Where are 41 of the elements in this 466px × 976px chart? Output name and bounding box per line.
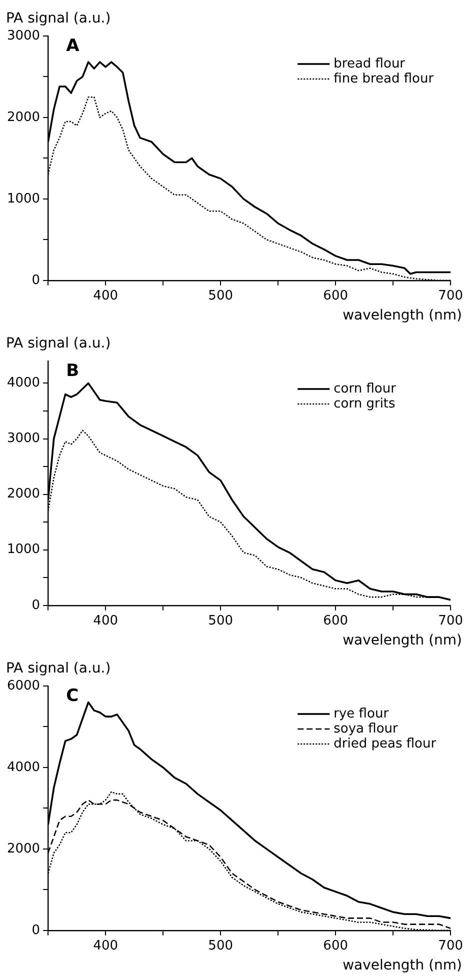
chart-title: B: [66, 360, 80, 381]
chart-title: C: [66, 686, 79, 706]
legend-label: corn flour: [334, 381, 397, 396]
y-tick-label: 0: [32, 922, 40, 938]
x-tick-label: 400: [93, 938, 118, 954]
y-tick-label: 0: [32, 272, 40, 288]
y-tick-label: 1000: [6, 542, 40, 558]
x-axis-title: wavelength (nm): [342, 632, 462, 649]
y-axis-title: PA signal (a.u.): [6, 660, 111, 677]
y-tick-label: 3000: [6, 28, 40, 44]
y-tick-label: 1000: [6, 191, 40, 206]
x-tick-label: 400: [93, 288, 118, 304]
x-tick-label: 700: [438, 288, 464, 304]
x-tick-label: 600: [323, 938, 348, 954]
legend-label: dried peas flour: [334, 736, 437, 752]
y-tick-label: 2000: [6, 110, 40, 125]
x-axis-title: wavelength (nm): [342, 958, 462, 974]
legend-label: rye flour: [334, 706, 390, 722]
x-tick-label: 600: [323, 614, 348, 629]
x-tick-label: 500: [208, 938, 233, 954]
legend-label: fine bread flour: [334, 71, 434, 86]
x-tick-label: 500: [208, 288, 233, 304]
x-tick-label: 700: [438, 614, 464, 629]
y-tick-label: 2000: [6, 841, 40, 856]
y-tick-label: 3000: [6, 431, 40, 446]
y-tick-label: 6000: [6, 678, 40, 694]
x-tick-label: 700: [438, 938, 464, 954]
legend-label: corn grits: [334, 396, 396, 412]
chart-title: A: [66, 36, 80, 56]
y-tick-label: 0: [32, 598, 40, 613]
x-axis-title: wavelength (nm): [342, 308, 462, 324]
x-tick-label: 600: [323, 288, 348, 304]
legend-label: bread flour: [334, 56, 406, 72]
x-tick-label: 400: [93, 614, 118, 629]
y-axis-title: PA signal (a.u.): [6, 10, 111, 27]
y-tick-label: 4000: [6, 376, 40, 391]
y-tick-label: 2000: [6, 486, 40, 502]
legend-label: soya flour: [334, 721, 399, 736]
x-tick-label: 500: [208, 614, 233, 629]
y-axis-title: PA signal (a.u.): [6, 336, 111, 352]
y-tick-label: 4000: [6, 760, 40, 775]
